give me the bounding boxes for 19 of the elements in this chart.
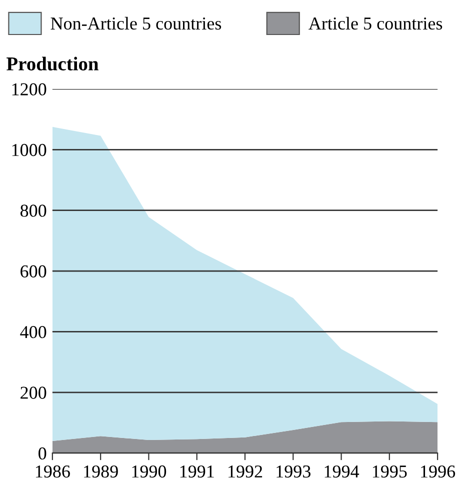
- y-tick-label: 0: [38, 447, 46, 460]
- x-tick-label: 1989: [84, 465, 118, 478]
- y-axis-title: Production: [6, 56, 98, 71]
- y-tick-label: 400: [20, 326, 46, 338]
- x-tick-label: 1993: [276, 465, 310, 478]
- x-tick-label: 1986: [36, 465, 70, 478]
- x-tick-label: 1991: [180, 465, 214, 478]
- x-tick-label: 1996: [421, 465, 456, 478]
- y-tick-label: 800: [20, 204, 46, 217]
- y-tick-label: 1000: [12, 144, 46, 156]
- y-tick-label: 1200: [12, 83, 46, 96]
- x-tick-label: 1995: [372, 465, 407, 478]
- legend-label: Non-Article 5 countries: [50, 16, 222, 30]
- legend-label: Article 5 countries: [308, 16, 442, 30]
- y-tick-label: 200: [20, 386, 46, 399]
- y-tick-label: 600: [20, 265, 46, 278]
- x-tick-label: 1992: [228, 465, 262, 478]
- x-tick-label: 1994: [324, 465, 360, 478]
- x-tick-label: 1990: [132, 465, 166, 478]
